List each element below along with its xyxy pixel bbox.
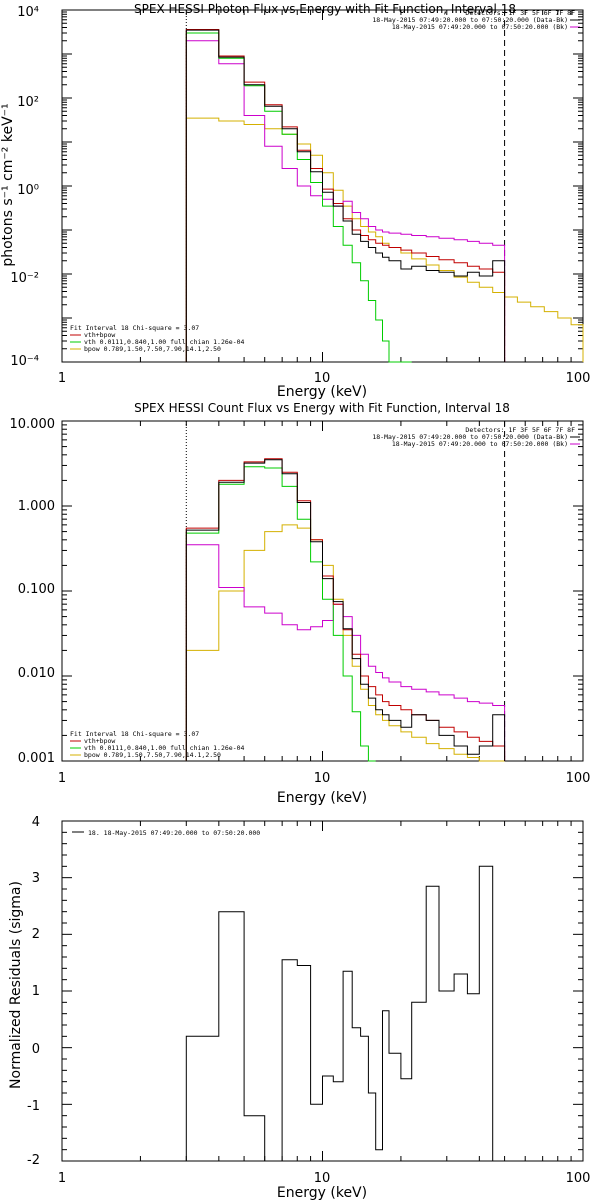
count-flux-panel: SPEX HESSI Count Flux vs Energy with Fit… bbox=[10, 401, 591, 806]
legend-data-bk: 18-May-2015 07:49:20.000 to 07:50:20.000… bbox=[372, 16, 568, 24]
count-y-tick: 1.000 bbox=[18, 499, 55, 514]
photon-y-tick: 10² bbox=[17, 95, 39, 110]
series-vth bbox=[185, 32, 412, 363]
legend-bk: 18-May-2015 07:49:20.000 to 07:50:20.000… bbox=[392, 23, 568, 31]
photon-flux-panel: SPEX HESSI Photon Flux vs Energy with Fi… bbox=[0, 2, 590, 400]
resid-y-tick: -2 bbox=[27, 1153, 40, 1168]
photon-y-tick: 10⁻² bbox=[10, 271, 39, 286]
photon-x-tick: 100 bbox=[566, 371, 591, 386]
legend-bpow: bpow 0.789,1.50,7.50,7.90,14.1,2.50 bbox=[84, 751, 221, 759]
series-data bbox=[185, 459, 506, 761]
count-y-tick: 10.000 bbox=[10, 417, 56, 432]
series-residuals bbox=[185, 865, 494, 1162]
legend-bk: 18-May-2015 07:49:20.000 to 07:50:20.000… bbox=[392, 440, 568, 448]
count-y-tick: 0.010 bbox=[18, 666, 55, 681]
photon-x-tick: 10 bbox=[314, 371, 331, 386]
legend-vth: vth 0.0111,0.840,1.00 full chian 1.26e-0… bbox=[84, 338, 245, 346]
legend-detectors: Detectors: 1F 3F 5F 6F 7F 8F bbox=[465, 9, 575, 17]
resid-legend: 18. 18-May-2015 07:49:20.000 to 07:50:20… bbox=[88, 829, 260, 837]
legend-detectors: Detectors: 1F 3F 5F 6F 7F 8F bbox=[465, 426, 575, 434]
legend-vth: vth 0.0111,0.840,1.00 full chian 1.26e-0… bbox=[84, 744, 245, 752]
series-bpow bbox=[185, 524, 505, 762]
resid-y-tick: 2 bbox=[32, 927, 40, 942]
legend-bpow: bpow 0.789,1.50,7.50,7.90,14.1,2.50 bbox=[84, 345, 221, 353]
series-total bbox=[185, 458, 506, 761]
count-y-tick: 0.001 bbox=[18, 751, 55, 766]
photon-y-tick: 10⁻⁴ bbox=[10, 354, 39, 369]
photon-x-tick: 1 bbox=[58, 371, 66, 386]
legend-total: vth+bpow bbox=[84, 331, 115, 339]
resid-x-axis-label: Energy (keV) bbox=[277, 1185, 367, 1200]
series-background bbox=[185, 40, 506, 362]
resid-y-tick: -1 bbox=[27, 1099, 40, 1114]
plot-area-1 bbox=[61, 9, 584, 363]
legend-total: vth+bpow bbox=[84, 737, 115, 745]
series-vth bbox=[185, 466, 376, 762]
series-data bbox=[185, 29, 506, 362]
photon-y-axis-label: photons s⁻¹ cm⁻² keV⁻¹ bbox=[0, 103, 16, 266]
photon-y-tick: 10⁰ bbox=[17, 183, 39, 198]
count-chart-title: SPEX HESSI Count Flux vs Energy with Fit… bbox=[134, 401, 510, 415]
photon-chart-title: SPEX HESSI Photon Flux vs Energy with Fi… bbox=[134, 2, 516, 16]
resid-x-tick: 100 bbox=[566, 1171, 591, 1186]
legend-fit-interval: Fit Interval 18 Chi-square = 3.07 bbox=[70, 324, 199, 332]
series-total bbox=[185, 29, 506, 362]
resid-x-tick: 10 bbox=[314, 1171, 331, 1186]
count-legend-header: Detectors: 1F 3F 5F 6F 7F 8F 18-May-2015… bbox=[372, 426, 580, 448]
residuals-panel: 4 3 2 1 0 -1 -2 1 10 100 Energy (keV) No… bbox=[8, 815, 590, 1200]
count-legend-fit: Fit Interval 18 Chi-square = 3.07 vth+bp… bbox=[70, 730, 245, 759]
count-x-axis-label: Energy (keV) bbox=[277, 790, 367, 806]
plot-area-3 bbox=[61, 820, 584, 1162]
legend-fit-interval: Fit Interval 18 Chi-square = 3.07 bbox=[70, 730, 199, 738]
photon-legend-fit: Fit Interval 18 Chi-square = 3.07 vth+bp… bbox=[70, 324, 245, 353]
plot-frame bbox=[61, 820, 584, 1162]
resid-y-tick: 4 bbox=[32, 815, 40, 830]
series-bpow bbox=[185, 117, 584, 362]
resid-y-tick: 0 bbox=[32, 1042, 40, 1057]
count-x-tick: 100 bbox=[566, 771, 591, 786]
series-background bbox=[185, 544, 506, 761]
plot-area-2 bbox=[61, 420, 584, 762]
photon-x-axis-label: Energy (keV) bbox=[277, 384, 367, 400]
photon-y-tick: 10⁴ bbox=[17, 5, 39, 20]
resid-y-axis-label: Normalized Residuals (sigma) bbox=[8, 881, 24, 1089]
resid-x-tick: 1 bbox=[58, 1171, 66, 1186]
legend-data-bk: 18-May-2015 07:49:20.000 to 07:50:20.000… bbox=[372, 433, 568, 441]
resid-y-tick: 3 bbox=[32, 871, 40, 886]
resid-y-tick: 1 bbox=[32, 984, 40, 999]
count-x-tick: 10 bbox=[314, 771, 331, 786]
count-y-tick: 0.100 bbox=[18, 582, 55, 597]
count-x-tick: 1 bbox=[58, 771, 66, 786]
